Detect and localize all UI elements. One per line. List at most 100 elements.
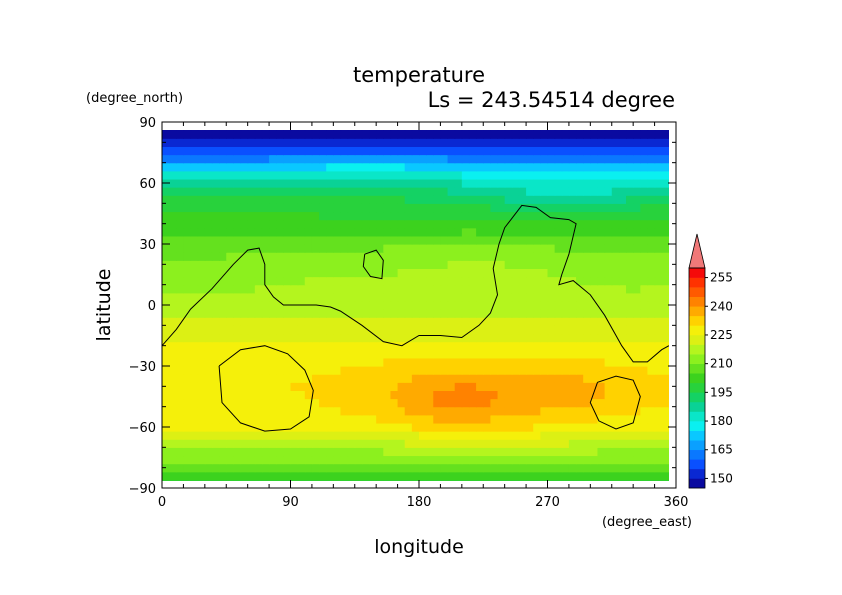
heatmap-cell <box>604 390 613 400</box>
heatmap-cell <box>426 431 434 440</box>
heatmap-cell <box>504 349 513 359</box>
heatmap-cell <box>526 357 534 367</box>
heatmap-cell <box>640 447 649 457</box>
heatmap-cell <box>647 187 656 196</box>
heatmap-cell <box>197 398 206 408</box>
heatmap-cell <box>568 349 577 359</box>
heatmap-cell <box>554 235 563 245</box>
heatmap-cell <box>383 398 392 408</box>
heatmap-cell <box>211 292 220 302</box>
heatmap-cell <box>254 431 263 440</box>
heatmap-cell <box>518 431 527 440</box>
heatmap-cell <box>390 130 399 139</box>
heatmap-cell <box>383 227 392 237</box>
heatmap-cell <box>169 479 177 481</box>
heatmap-cell <box>162 366 170 375</box>
heatmap-cell <box>626 431 634 440</box>
heatmap-cell <box>554 162 563 172</box>
heatmap-cell <box>290 431 299 440</box>
heatmap-cell <box>311 154 320 164</box>
heatmap-cell <box>261 463 270 473</box>
heatmap-cell <box>162 252 170 261</box>
heatmap-cell <box>326 276 334 286</box>
heatmap-cell <box>176 471 185 481</box>
heatmap-cell <box>618 309 627 318</box>
heatmap-cell <box>540 325 549 335</box>
heatmap-cell <box>547 138 556 147</box>
heatmap-cell <box>626 382 634 391</box>
heatmap-cell <box>633 414 641 424</box>
heatmap-cell <box>640 414 649 424</box>
heatmap-cell <box>383 170 392 180</box>
heatmap-cell <box>533 187 541 196</box>
heatmap-cell <box>297 333 306 343</box>
heatmap-cell <box>162 357 170 367</box>
heatmap-cell <box>169 382 177 391</box>
heatmap-cell <box>483 479 491 481</box>
heatmap-cell <box>404 276 413 286</box>
heatmap-cell <box>183 219 192 229</box>
heatmap-cell <box>247 138 256 147</box>
heatmap-cell <box>647 300 656 310</box>
heatmap-cell <box>183 130 192 139</box>
heatmap-cell <box>576 211 584 221</box>
heatmap-cell <box>226 219 234 229</box>
heatmap-cell <box>554 398 563 408</box>
heatmap-cell <box>376 398 384 408</box>
heatmap-cell <box>476 341 484 351</box>
heatmap-cell <box>568 292 577 302</box>
heatmap-cell <box>369 146 377 156</box>
heatmap-cell <box>197 268 206 278</box>
heatmap-cell <box>647 276 656 286</box>
heatmap-cell <box>647 309 656 318</box>
heatmap-cell <box>419 211 427 221</box>
heatmap-cell <box>411 349 420 359</box>
heatmap-cell <box>219 292 227 302</box>
heatmap-cell <box>461 203 470 213</box>
heatmap-cell <box>518 309 527 318</box>
heatmap-cell <box>419 130 427 131</box>
heatmap-cell <box>233 366 242 375</box>
heatmap-cell <box>483 203 491 213</box>
heatmap-cell <box>490 422 499 432</box>
heatmap-cell <box>483 146 491 156</box>
heatmap-cell <box>583 431 591 440</box>
heatmap-cell <box>597 398 606 408</box>
heatmap-cell <box>626 195 634 204</box>
heatmap-cell <box>169 317 177 326</box>
heatmap-cell <box>433 211 442 221</box>
heatmap-cell <box>633 146 641 156</box>
heatmap-cell <box>533 398 541 408</box>
heatmap-cell <box>254 252 263 261</box>
heatmap-cell <box>219 341 227 351</box>
heatmap-cell <box>604 178 613 188</box>
heatmap-cell <box>604 268 613 278</box>
heatmap-cell <box>261 374 270 383</box>
heatmap-cell <box>511 406 520 416</box>
heatmap-cell <box>640 284 649 294</box>
heatmap-cell <box>376 154 384 164</box>
heatmap-cell <box>319 138 327 147</box>
heatmap-cell <box>326 284 334 294</box>
heatmap-cell <box>347 414 356 424</box>
heatmap-cell <box>397 284 406 294</box>
heatmap-cell <box>426 170 434 180</box>
heatmap-cell <box>162 292 170 302</box>
heatmap-cell <box>261 398 270 408</box>
heatmap-cell <box>540 471 549 481</box>
heatmap-cell <box>447 276 456 286</box>
heatmap-cell <box>633 471 641 481</box>
heatmap-cell <box>347 300 356 310</box>
heatmap-cell <box>476 235 484 245</box>
heatmap-cell <box>504 374 513 383</box>
heatmap-cell <box>276 154 284 164</box>
heatmap-cell <box>219 406 227 416</box>
heatmap-cell <box>247 244 256 253</box>
heatmap-cell <box>661 260 669 269</box>
heatmap-cell <box>440 130 449 139</box>
heatmap-cell <box>668 244 669 253</box>
heatmap-cell <box>476 471 484 481</box>
heatmap-cell <box>190 130 199 131</box>
heatmap-cell <box>383 333 392 343</box>
heatmap-cell <box>461 146 470 156</box>
